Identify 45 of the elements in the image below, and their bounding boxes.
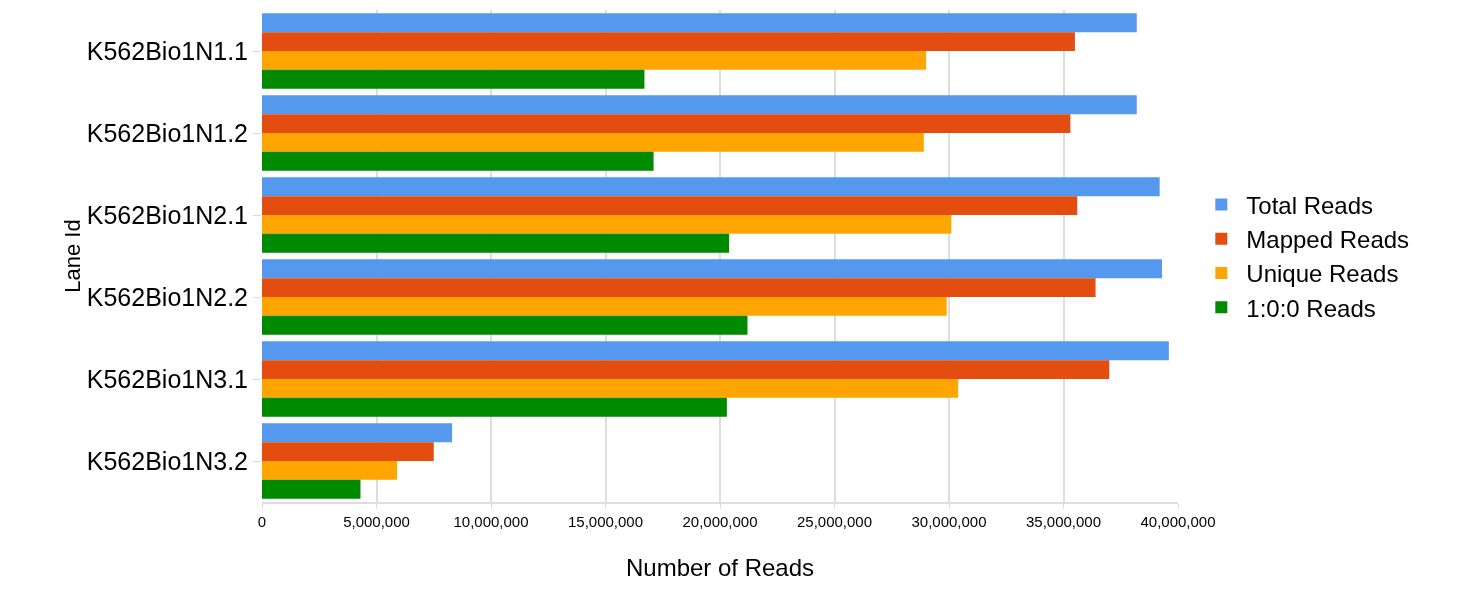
x-tick-label: 0 <box>257 513 267 530</box>
y-tick-label: K562Bio1N1.1 <box>86 36 248 65</box>
bar <box>262 442 434 461</box>
bar <box>262 423 453 443</box>
y-tick-label: K562Bio1N1.2 <box>86 118 248 147</box>
y-axis-title: Lane Id <box>59 219 85 293</box>
x-tick-label: 15,000,000 <box>567 513 644 530</box>
x-axis-title: Number of Reads <box>625 553 815 581</box>
bar <box>262 278 1096 297</box>
bar <box>262 114 1071 133</box>
x-tick-label: 5,000,000 <box>343 513 410 530</box>
bar <box>262 196 1078 215</box>
bar <box>262 13 1137 33</box>
bar <box>262 479 361 499</box>
bar <box>262 69 645 89</box>
bar <box>262 51 927 70</box>
bar <box>262 177 1160 197</box>
legend-label: Mapped Reads <box>1246 226 1410 254</box>
bar <box>262 360 1110 379</box>
x-tick-label: 20,000,000 <box>682 513 758 530</box>
bar <box>262 151 654 171</box>
bar <box>262 397 727 417</box>
bar <box>262 297 947 316</box>
legend-label: Unique Reads <box>1246 260 1399 288</box>
x-tick-label: 35,000,000 <box>1025 513 1102 530</box>
bar <box>262 215 952 234</box>
bar <box>262 379 959 398</box>
bar <box>262 133 924 152</box>
legend-label: 1:0:0 Reads <box>1246 294 1376 322</box>
x-tick-label: 30,000,000 <box>911 513 987 530</box>
bar <box>262 341 1169 361</box>
bar <box>262 32 1075 51</box>
legend-label: Total Reads <box>1246 191 1374 219</box>
bar <box>262 259 1162 279</box>
y-tick-label: K562Bio1N2.2 <box>86 282 248 311</box>
bar <box>262 95 1137 115</box>
x-tick-label: 40,000,000 <box>1140 513 1216 530</box>
y-tick-label: K562Bio1N3.2 <box>86 446 248 475</box>
y-tick-label: K562Bio1N3.1 <box>86 364 248 393</box>
bar <box>262 315 748 335</box>
x-tick-label: 25,000,000 <box>796 513 873 530</box>
bar <box>262 461 398 480</box>
x-tick-label: 10,000,000 <box>453 513 529 530</box>
bar <box>262 233 730 253</box>
y-tick-label: K562Bio1N2.1 <box>86 200 248 229</box>
